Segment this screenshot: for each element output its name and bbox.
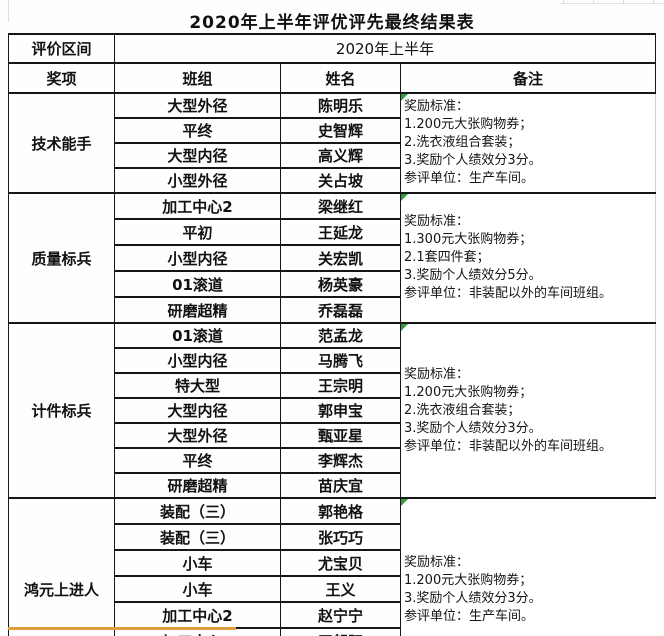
name-cell: 高义辉 [280,142,401,169]
remark-cell: 奖励标准： 1.200元大张购物券； 3.奖励个人绩效分3分。 参评单位：生产车… [399,497,656,636]
col-header-name: 姓名 [280,62,401,94]
cell-corner-marker-icon [401,95,408,101]
spreadsheet-gridline [653,0,654,4]
team-cell: 装配（三） [114,523,281,551]
team-cell: 大型外径 [114,92,281,119]
team-cell: 01滚道 [114,322,281,349]
table-row: 研磨超精 乔磊磊 [9,296,656,324]
name-cell: 梁继红 [280,192,401,220]
title-row: 2020年上半年评优评先最终结果表 [9,8,656,34]
name-cell: 乔磊磊 [280,296,401,324]
table-row: 大型外径 甄亚星 [9,422,656,449]
table-row: 计件标兵 01滚道 范孟龙 奖励标准： 1.200元大张购物券； 2.洗衣液组合… [8,322,657,499]
team-cell: 小车 [114,575,281,603]
table-row: 平初 王延龙 [9,218,656,246]
spreadsheet-gridline [560,3,664,4]
award-cell: 鸿元上进人 [8,497,115,636]
team-cell: 大型外径 [114,422,281,449]
header-row: 奖项 班组 姓名 备注 [8,62,657,94]
team-cell: 特大型 [114,372,281,399]
spreadsheet-gridline [8,0,9,22]
name-cell: 甄亚星 [280,422,401,449]
name-cell: 王义 [280,575,401,603]
page-title: 2020年上半年评优评先最终结果表 [189,13,475,33]
table-row: 质量标兵 加工中心2 梁继红 奖励标准： 1.300元大张购物券； 2.1套四件… [8,192,657,324]
team-cell: 小型外径 [114,167,281,194]
table-row: 加工中心2 赵宁宁 [9,601,656,629]
table-row: 研磨超精 苗庆宜 [9,472,656,499]
remark-text: 奖励标准： 1.200元大张购物券； 2.洗衣液组合套装； 3.奖励个人绩效分3… [404,99,542,186]
results-table: 2020年上半年评优评先最终结果表 评价区间 2020年上半年 奖项 班组 姓名… [8,8,657,636]
name-cell: 王宗明 [280,372,401,399]
name-cell: 关占坡 [280,167,401,194]
table-row: 大型内径 郭申宝 [9,397,656,424]
remark-cell: 奖励标准： 1.200元大张购物券； 2.洗衣液组合套装； 3.奖励个人绩效分3… [399,92,657,194]
team-cell: 研磨超精 [114,296,281,324]
name-cell: 范孟龙 [280,322,401,349]
period-row: 评价区间 2020年上半年 [8,33,657,64]
table-row: 特大型 王宗明 [9,372,656,399]
name-cell: 马腾飞 [280,347,401,374]
team-cell: 小车 [114,549,281,577]
cell-corner-marker-icon [401,195,408,201]
table-row: 小型内径 马腾飞 [9,347,656,374]
team-cell: 平终 [114,447,281,474]
team-cell: 小型内径 [114,244,281,272]
col-header-remark: 备注 [399,62,657,94]
name-cell: 苗庆宜 [280,472,401,499]
team-cell: 大型内径 [114,397,281,424]
team-cell: 加工中心2 [114,192,281,220]
name-cell: 杨英豪 [280,270,401,298]
remark-text: 奖励标准： 1.200元大张购物券； 2.洗衣液组合套装； 3.奖励个人绩效分3… [404,366,613,454]
table-row: 小型内径 关宏凯 [9,244,656,272]
spreadsheet-gridline [563,0,564,4]
team-cell: 平终 [114,117,281,144]
table-row: 小型外径 关占坡 [9,167,656,194]
period-label: 评价区间 [8,33,115,64]
name-cell: 郭艳格 [280,497,401,525]
col-header-award: 奖项 [8,62,115,94]
table-row: 小车 王义 [9,575,656,603]
name-cell: 陈明乐 [280,92,401,119]
table-row: 01滚道 杨英豪 [9,270,656,298]
name-cell: 尤宝贝 [280,549,401,577]
table-row: 小车 尤宝贝 [9,549,656,577]
team-cell: 研磨超精 [114,472,281,499]
table-row: 平终 史智辉 [9,117,656,144]
name-cell: 李辉杰 [280,447,401,474]
team-cell: 加工中心2 [114,601,281,629]
remark-text: 奖励标准： 1.300元大张购物券； 2.1套四件套； 3.奖励个人绩效分5分。… [404,214,613,301]
team-cell: 小型内径 [114,347,281,374]
bottom-accent-line [8,627,236,630]
table-row: 大型内径 高义辉 [9,142,656,169]
table-row: 鸿元上进人 装配（三） 郭艳格 奖励标准： 1.200元大张购物券； 3.奖励个… [8,497,656,636]
team-cell: 装配（三） [114,497,281,525]
team-cell: 平初 [114,218,281,246]
name-cell: 张巧巧 [280,523,401,551]
cell-corner-marker-icon [401,325,408,331]
name-cell: 关宏凯 [280,244,401,272]
award-cell: 质量标兵 [8,192,115,324]
table-row: 装配（三） 张巧巧 [9,523,656,551]
award-cell: 技术能手 [8,92,115,194]
name-cell: 王延龙 [280,218,401,246]
name-cell: 王朝阳 [280,627,401,636]
table-row: 平终 李辉杰 [9,447,656,474]
name-cell: 赵宁宁 [280,601,401,629]
team-cell: 01滚道 [114,270,281,298]
spreadsheet-gridline [623,0,624,4]
remark-cell: 奖励标准： 1.300元大张购物券； 2.1套四件套； 3.奖励个人绩效分5分。… [399,192,657,324]
name-cell: 史智辉 [280,117,401,144]
team-cell: 大型内径 [114,142,281,169]
name-cell: 郭申宝 [280,397,401,424]
table-row: 技术能手 大型外径 陈明乐 奖励标准： 1.200元大张购物券； 2.洗衣液组合… [8,92,657,194]
remark-cell: 奖励标准： 1.200元大张购物券； 2.洗衣液组合套装； 3.奖励个人绩效分3… [399,322,657,499]
remark-text: 奖励标准： 1.200元大张购物券； 3.奖励个人绩效分3分。 参评单位：生产车… [404,554,542,624]
award-cell: 计件标兵 [8,322,115,499]
spreadsheet-gridline [593,0,594,4]
cell-corner-marker-icon [401,500,408,506]
col-header-team: 班组 [114,62,281,94]
period-value: 2020年上半年 [113,33,657,64]
